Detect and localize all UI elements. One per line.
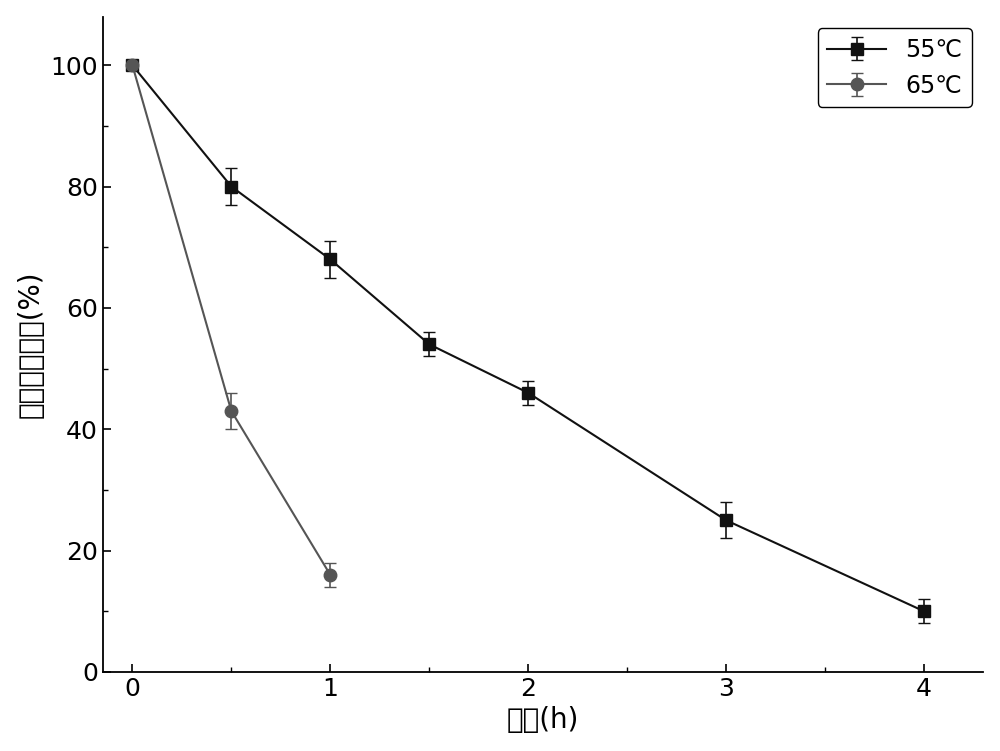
Legend: 55℃, 65℃: 55℃, 65℃ — [818, 29, 972, 107]
X-axis label: 时间(h): 时间(h) — [507, 707, 579, 734]
Y-axis label: 残存相对酶活(%): 残存相对酶活(%) — [17, 270, 45, 418]
